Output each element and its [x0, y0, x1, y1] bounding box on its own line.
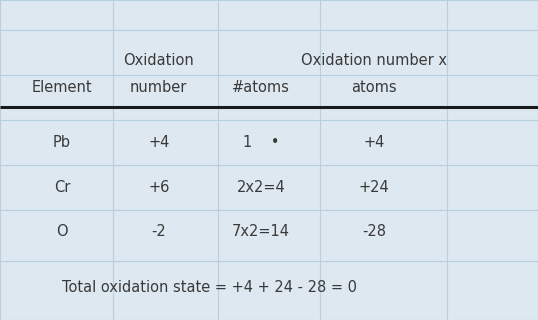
Text: +4: +4 — [148, 135, 169, 150]
Text: +6: +6 — [148, 180, 169, 195]
Text: Element: Element — [32, 81, 92, 95]
Text: O: O — [56, 225, 68, 239]
Text: Pb: Pb — [53, 135, 71, 150]
Text: -28: -28 — [362, 225, 386, 239]
Text: #atoms: #atoms — [232, 81, 290, 95]
Text: +24: +24 — [358, 180, 390, 195]
Text: 1    •: 1 • — [243, 135, 279, 150]
Text: 7x2=14: 7x2=14 — [232, 225, 290, 239]
Text: number: number — [130, 81, 187, 95]
Text: Cr: Cr — [54, 180, 70, 195]
Text: -2: -2 — [151, 225, 166, 239]
Text: Oxidation: Oxidation — [123, 53, 194, 68]
Text: Total oxidation state = +4 + 24 - 28 = 0: Total oxidation state = +4 + 24 - 28 = 0 — [62, 281, 357, 295]
Text: +4: +4 — [363, 135, 385, 150]
Text: atoms: atoms — [351, 81, 397, 95]
Text: Oxidation number x: Oxidation number x — [301, 53, 447, 68]
Text: 2x2=4: 2x2=4 — [237, 180, 285, 195]
